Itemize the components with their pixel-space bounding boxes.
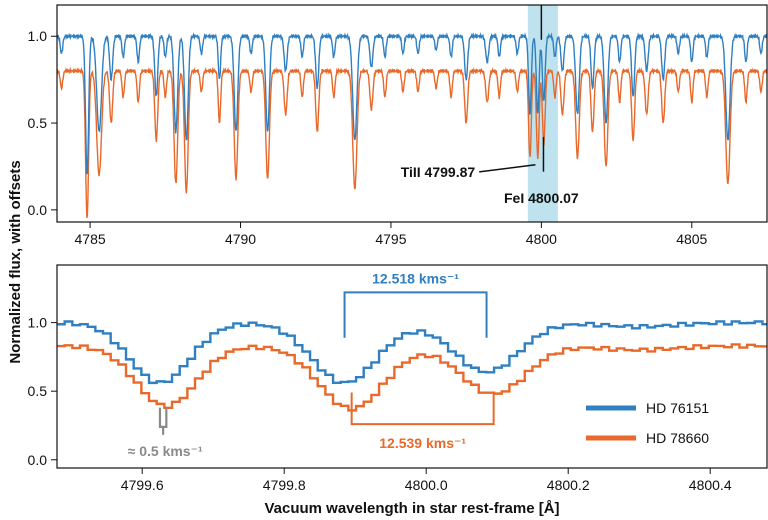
- bottom-annotation-bracket: [158, 407, 168, 428]
- bottom-frame: [56, 264, 768, 469]
- legend-label: HD 78660: [646, 430, 709, 446]
- bottom-annotation-bracket: [350, 392, 495, 426]
- top-x-tick-label: 4790: [225, 231, 256, 247]
- bottom-series-step: [57, 343, 767, 412]
- top-x-tick-label: 4795: [375, 231, 406, 247]
- top-series-line: [56, 66, 768, 219]
- bottom-y-tick-label: 0.0: [28, 452, 48, 468]
- top-x-tick-label: 4805: [676, 231, 707, 247]
- top-annotation-label: FeI 4800.07: [504, 190, 579, 206]
- bottom-y-tick-label: 0.5: [28, 383, 48, 399]
- bottom-x-tick-label: 4800.4: [689, 477, 732, 493]
- y-axis-label: Normalized flux, with offsets: [7, 160, 24, 363]
- bottom-annotation-label: 12.539 kms⁻¹: [379, 435, 466, 451]
- top-x-tick-label: 4800: [526, 231, 557, 247]
- bottom-y-tick-label: 1.0: [28, 315, 48, 331]
- top-annotation-label: TiII 4799.87: [401, 164, 476, 180]
- bottom-series-step: [57, 320, 767, 385]
- x-axis-label: Vacuum wavelength in star rest-frame [Å]: [264, 500, 559, 517]
- top-panel: 4785 4790 4795 4800 4805 0.0 0.5 1.0 TiII 4799.8…: [28, 4, 768, 247]
- bottom-x-tick-label: 4799.8: [263, 477, 306, 493]
- bottom-annotation-label: ≈ 0.5 kms⁻¹: [128, 443, 203, 459]
- bottom-panel: 4799.6 4799.8 4800.0 4800.2 4800.4 0.0 0.5 1.0 1…: [28, 264, 768, 493]
- bottom-x-tick-label: 4800.2: [547, 477, 590, 493]
- bottom-x-tick-label: 4800.0: [405, 477, 448, 493]
- top-frame: [56, 4, 768, 223]
- top-series-line: [56, 32, 768, 175]
- bottom-annotation-label: 12.518 kms⁻¹: [372, 270, 459, 286]
- bottom-x-tick-label: 4799.6: [121, 477, 164, 493]
- top-annotation-leader: [479, 163, 536, 173]
- bottom-annotation-bracket: [343, 291, 488, 338]
- legend-label: HD 76151: [646, 400, 709, 416]
- top-y-tick-label: 0.0: [28, 202, 48, 218]
- top-y-tick-label: 1.0: [28, 28, 48, 44]
- top-x-tick-label: 4785: [75, 231, 106, 247]
- top-y-tick-label: 0.5: [28, 115, 48, 131]
